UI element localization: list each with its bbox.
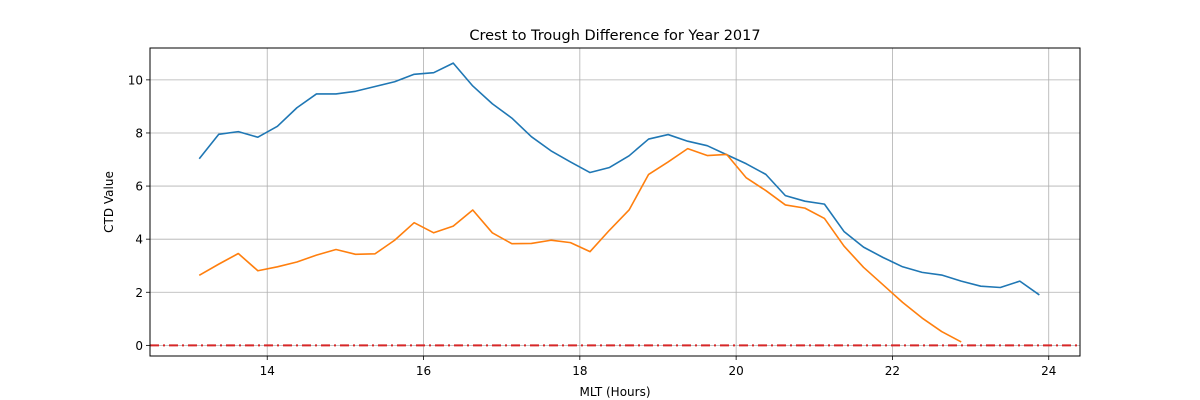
series-lines [198, 62, 1040, 343]
series-line-2 [198, 147, 962, 343]
series-line-1 [198, 62, 1040, 296]
x-tick-label: 20 [728, 364, 743, 378]
y-axis-label: CTD Value [102, 171, 116, 233]
y-tick-label: 8 [135, 126, 143, 140]
y-tick-label: 2 [135, 286, 143, 300]
x-axis-label: MLT (Hours) [579, 385, 650, 399]
x-tick-label: 24 [1041, 364, 1056, 378]
x-tick-label: 18 [572, 364, 587, 378]
x-tick-label: 16 [416, 364, 431, 378]
chart-title: Crest to Trough Difference for Year 2017 [469, 28, 760, 44]
y-tick-label: 4 [135, 233, 143, 247]
y-tick-label: 6 [135, 180, 143, 194]
y-tick-label: 0 [135, 339, 143, 353]
x-tick-label: 14 [260, 364, 275, 378]
plot-frame [149, 47, 1081, 357]
x-tick-label: 22 [885, 364, 900, 378]
y-tick-label: 10 [128, 73, 143, 87]
